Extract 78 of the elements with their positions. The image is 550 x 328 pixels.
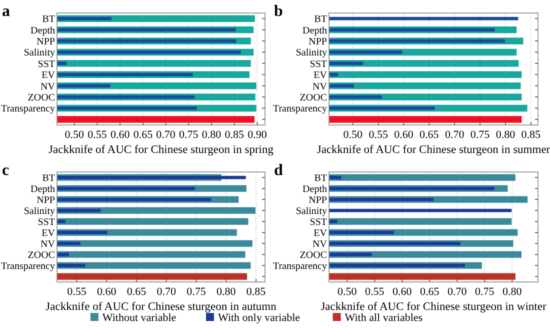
x-tick-label: 0.75: [470, 129, 490, 141]
y-tick-label: ZOOC: [28, 92, 56, 104]
y-tick-label: NPP: [36, 36, 56, 48]
y-tick-label: Transparency: [272, 261, 327, 272]
x-tick-label: 0.55: [368, 129, 388, 141]
y-tick-label: EV: [42, 70, 56, 82]
x-tick-label: 0.60: [392, 286, 412, 298]
y-tick-label: Salinity: [24, 206, 55, 217]
x-tick-label: 0.75: [186, 286, 206, 298]
x-axis-title: Jackknife of AUC for Chinese sturgeon in spring: [48, 144, 274, 156]
y-tick-label: SST: [38, 217, 55, 228]
x-tick-label: 0.55: [88, 129, 108, 141]
y-tick-label: BT: [42, 173, 55, 184]
legend-label: With all variables: [344, 312, 423, 324]
x-tick-label: 0.85: [246, 286, 266, 298]
y-tick-label: EV: [314, 228, 328, 239]
y-tick-label: NV: [312, 239, 328, 250]
y-tick-label: ZOOC: [28, 250, 56, 261]
x-tick-label: 0.90: [248, 129, 268, 141]
x-tick-label: 0.70: [448, 286, 468, 298]
y-tick-label: NV: [312, 81, 328, 92]
text: c: [2, 162, 10, 179]
x-tick-label: 0.75: [475, 286, 495, 298]
x-tick-label: 0.70: [156, 286, 177, 298]
x-tick-label: 0.65: [133, 129, 154, 141]
x-tick-label: 0.60: [110, 129, 130, 141]
y-tick-label: NPP: [36, 195, 56, 206]
y-tick-label: EV: [314, 70, 328, 82]
x-tick-label: 0.75: [179, 129, 199, 141]
y-tick-label: BT: [314, 173, 327, 184]
y-tick-label: Salinity: [296, 206, 327, 217]
x-tick-label: 0.60: [394, 129, 414, 141]
x-tick-label: 0.85: [521, 129, 542, 141]
y-tick-label: NPP: [308, 36, 328, 48]
x-tick-label: 0.60: [96, 286, 117, 298]
x-axis-title: Jackknife of AUC for Chinese sturgeon in autumn: [46, 301, 277, 313]
x-tick-label: 0.70: [156, 129, 176, 141]
x-tick-label: 0.85: [224, 129, 244, 141]
x-tick-label: 0.65: [420, 286, 440, 298]
y-tick-label: NPP: [308, 195, 328, 206]
y-tick-label: Salinity: [296, 48, 327, 59]
x-tick-label: 0.55: [365, 286, 385, 298]
text: a: [2, 3, 10, 20]
y-tick-label: Depth: [302, 25, 327, 36]
y-tick-label: BT: [42, 14, 55, 26]
y-tick-label: SST: [38, 58, 55, 70]
x-axis-title: Jackknife of AUC for Chinese sturgeon in summer: [316, 144, 550, 156]
x-tick-label: 0.50: [64, 129, 84, 141]
x-tick-label: 0.50: [343, 129, 364, 141]
y-tick-label: Salinity: [24, 48, 55, 59]
x-tick-label: 0.65: [126, 286, 147, 298]
y-tick-label: Transparency: [0, 104, 55, 115]
x-tick-label: 0.65: [420, 129, 440, 141]
y-tick-label: ZOOC: [300, 92, 328, 104]
y-tick-label: Transparency: [272, 104, 327, 115]
y-tick-label: NV: [40, 81, 56, 92]
y-tick-label: Depth: [302, 184, 327, 195]
y-tick-label: SST: [310, 58, 327, 70]
y-tick-label: Transparency: [0, 261, 55, 272]
y-tick-label: EV: [42, 228, 56, 239]
text: b: [274, 3, 283, 20]
x-axis-title: Jackknife of AUC for Chinese sturgeon in winter: [320, 301, 546, 313]
x-tick-label: 0.80: [496, 129, 516, 141]
x-tick-label: 0.80: [502, 286, 522, 298]
legend-label: Without variable: [102, 312, 176, 324]
y-tick-label: SST: [310, 217, 327, 228]
x-tick-label: 0.70: [444, 129, 465, 141]
y-tick-label: Depth: [30, 25, 55, 36]
y-tick-label: BT: [314, 14, 327, 26]
legend-label: With only variable: [218, 312, 300, 324]
x-tick-label: 0.50: [338, 286, 358, 298]
text: d: [274, 162, 283, 179]
x-tick-label: 0.55: [67, 286, 87, 298]
y-tick-label: Depth: [30, 184, 55, 195]
x-tick-label: 0.80: [216, 286, 236, 298]
x-tick-label: 0.80: [202, 129, 222, 141]
y-tick-label: ZOOC: [300, 250, 328, 261]
y-tick-label: NV: [40, 239, 56, 250]
